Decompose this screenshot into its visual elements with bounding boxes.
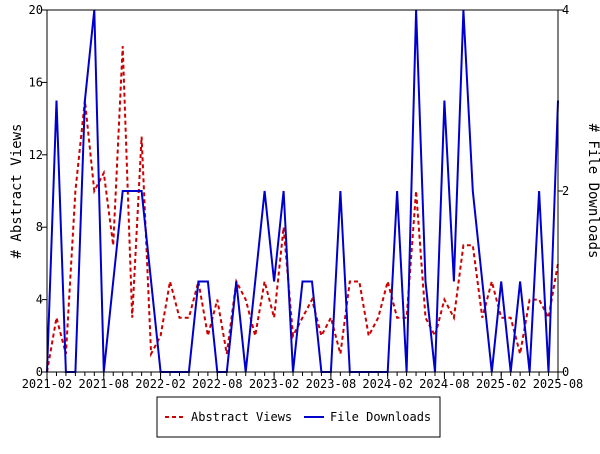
y-tick-label: 4	[36, 293, 43, 307]
y-tick-label: 20	[29, 3, 43, 17]
x-tick-label: 2022-02	[135, 377, 186, 391]
y2-tick-label: 2	[562, 184, 569, 198]
x-tick-label: 2022-08	[192, 377, 243, 391]
x-tick-label: 2024-02	[362, 377, 413, 391]
x-tick-label: 2021-02	[22, 377, 73, 391]
legend: Abstract Views File Downloads	[157, 397, 440, 437]
y2-axis-label: # File Downloads	[585, 124, 600, 259]
y2-tick-label: 0	[562, 365, 569, 379]
x-tick-label: 2024-08	[419, 377, 470, 391]
series-line-abstract-views	[47, 46, 558, 372]
y-tick-label: 16	[29, 75, 43, 89]
legend-label-abstract-views: Abstract Views	[191, 410, 292, 424]
y2-tick-label: 4	[562, 3, 569, 17]
x-tick-label: 2023-08	[306, 377, 357, 391]
x-tick-label: 2023-02	[249, 377, 300, 391]
x-tick-label: 2025-02	[476, 377, 527, 391]
x-tick-label: 2021-08	[78, 377, 129, 391]
y-axis-label: # Abstract Views	[9, 124, 25, 259]
y-tick-label: 12	[29, 148, 43, 162]
legend-label-file-downloads: File Downloads	[330, 410, 431, 424]
x-tick-label: 2025-08	[533, 377, 584, 391]
y-tick-label: 8	[36, 220, 43, 234]
y-tick-label: 0	[36, 365, 43, 379]
